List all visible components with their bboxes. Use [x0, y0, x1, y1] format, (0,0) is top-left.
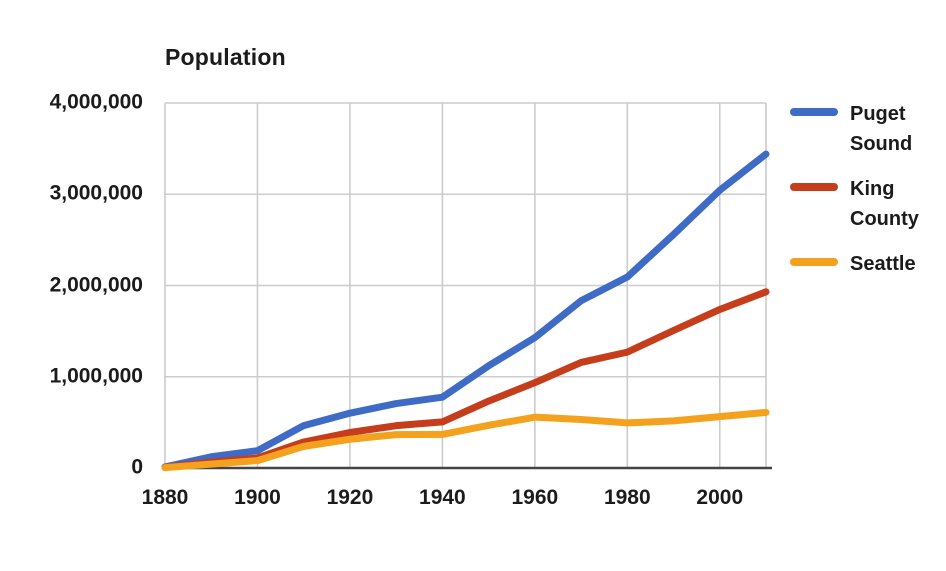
x-tick-label: 1980 [603, 486, 651, 509]
y-tick-label: 3,000,000 [49, 181, 143, 205]
x-tick-label: 2000 [696, 486, 744, 509]
y-tick-label: 2,000,000 [49, 273, 143, 297]
legend-item-king-county: King County [790, 174, 946, 234]
legend-swatch-seattle-line [790, 258, 838, 266]
chart-title: Population [165, 44, 286, 70]
legend: Puget Sound King County Seattle [790, 99, 946, 279]
y-tick-label: 1,000,000 [49, 364, 143, 388]
legend-item-puget-sound: Puget Sound [790, 99, 946, 159]
x-tick-label: 1940 [419, 486, 466, 509]
x-tick-label: 1960 [511, 486, 559, 509]
x-tick-label: 1880 [141, 486, 189, 509]
series-line-puget-sound [161, 150, 770, 471]
series-line-seattle [161, 408, 770, 472]
y-tick-label: 4,000,000 [49, 90, 143, 114]
legend-swatch-puget-sound-line [790, 108, 838, 116]
legend-swatch-king-county-line [790, 183, 838, 191]
legend-item-seattle: Seattle [790, 249, 946, 279]
y-tick-label: 0 [131, 455, 143, 479]
x-tick-label: 1920 [326, 486, 374, 509]
legend-label-puget-sound: Puget Sound [850, 103, 913, 155]
legend-label-king-county: King County [850, 178, 919, 230]
legend-label-seattle: Seattle [850, 253, 916, 275]
x-tick-label: 1900 [234, 486, 281, 509]
